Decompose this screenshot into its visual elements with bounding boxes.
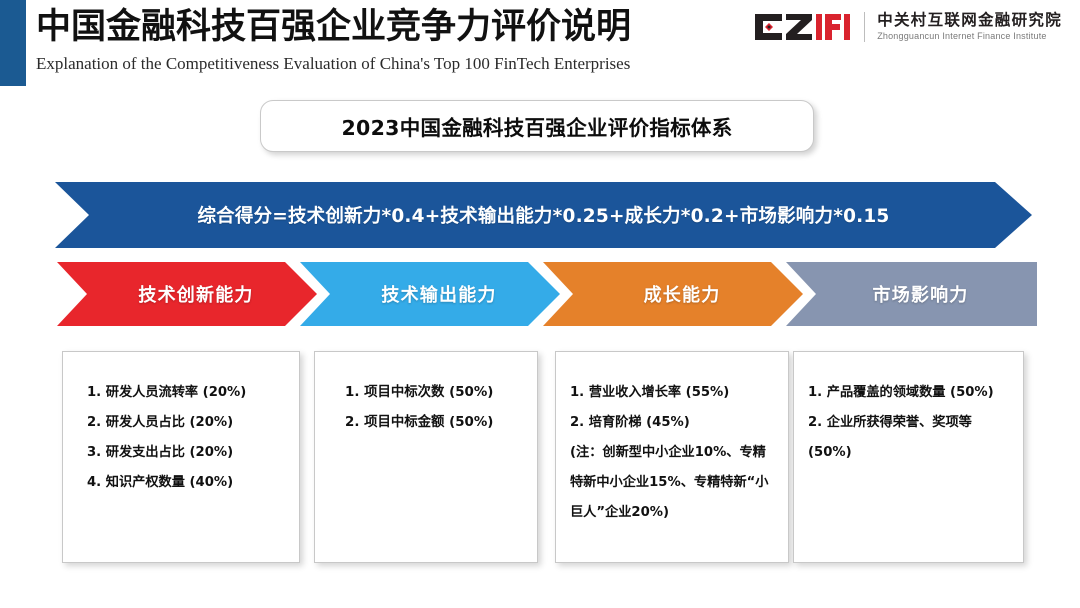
indicator-list-2: 1. 项目中标次数 (50%) 2. 项目中标金额 (50%) (345, 378, 523, 438)
chevron-label-3: 成长能力 (643, 285, 721, 306)
list-item: 1. 产品覆盖的领域数量 (50%) (808, 385, 994, 400)
chevron-technology-innovation[interactable]: 技术创新能力 (57, 262, 317, 326)
card-growth-capability-indicators: 1. 营业收入增长率 (55%) 2. 培育阶梯 (45%) (注：创新型中小企… (555, 351, 789, 563)
logo-name-en: Zhongguancun Internet Finance Institute (877, 31, 1047, 41)
card-technology-innovation-indicators: 1. 研发人员流转率 (20%) 2. 研发人员占比 (20%) 3. 研发支出… (62, 351, 300, 563)
list-item: 3. 研发支出占比 (20%) (87, 445, 234, 460)
page-header: 中国金融科技百强企业竞争力评价说明 Explanation of the Com… (36, 4, 756, 76)
index-system-title-box: 2023中国金融科技百强企业评价指标体系 (260, 100, 814, 152)
index-system-title-text: 2023中国金融科技百强企业评价指标体系 (341, 116, 733, 140)
chevron-label-4: 市场影响力 (872, 285, 969, 306)
chevron-label-2: 技术输出能力 (381, 285, 497, 306)
indicator-list-3: 1. 营业收入增长率 (55%) 2. 培育阶梯 (45%) (注：创新型中小企… (570, 378, 774, 528)
list-item: 2. 企业所获得荣誉、奖项等 (50%) (808, 415, 972, 460)
list-item: 2. 培育阶梯 (45%) (570, 415, 690, 430)
list-item: 4. 知识产权数量 (40%) (87, 475, 234, 490)
logo-divider (864, 12, 866, 42)
list-item: 2. 项目中标金额 (50%) (345, 415, 494, 430)
institute-logo: 中关村互联网金融研究院 Zhongguancun Internet Financ… (752, 12, 1062, 42)
composite-score-formula-banner: 综合得分=技术创新力*0.4+技术输出能力*0.25+成长力*0.2+市场影响力… (55, 182, 1032, 248)
chevron-shape-1 (57, 262, 317, 326)
dimension-chevron-row: 技术创新能力 技术输出能力 成长能力 市场影响力 (57, 262, 1037, 326)
chevron-technology-output[interactable]: 技术输出能力 (300, 262, 560, 326)
composite-score-formula-text: 综合得分=技术创新力*0.4+技术输出能力*0.25+成长力*0.2+市场影响力… (197, 206, 890, 227)
page-title-en: Explanation of the Competitiveness Evalu… (36, 54, 631, 73)
chevron-label-1: 技术创新能力 (138, 285, 254, 306)
chevron-shape-3 (543, 262, 803, 326)
chevron-shape-4 (786, 262, 1037, 326)
list-item: 2. 研发人员占比 (20%) (87, 415, 234, 430)
chevron-growth-capability[interactable]: 成长能力 (543, 262, 803, 326)
list-item: 1. 营业收入增长率 (55%) (570, 385, 730, 400)
logo-wordmark: 中关村互联网金融研究院 Zhongguancun Internet Financ… (877, 12, 1062, 42)
page-title-cn: 中国金融科技百强企业竞争力评价说明 (36, 6, 632, 47)
left-accent-bar (0, 0, 26, 86)
logo-name-cn: 中关村互联网金融研究院 (877, 12, 1062, 29)
card-market-influence-indicators: 1. 产品覆盖的领域数量 (50%) 2. 企业所获得荣誉、奖项等 (50%) (793, 351, 1024, 563)
card-technology-output-indicators: 1. 项目中标次数 (50%) 2. 项目中标金额 (50%) (314, 351, 538, 563)
chevron-shape-2 (300, 262, 560, 326)
list-item: 1. 项目中标次数 (50%) (345, 385, 494, 400)
formula-banner-shape (55, 182, 1032, 248)
list-item: 1. 研发人员流转率 (20%) (87, 385, 247, 400)
indicator-cards: 1. 研发人员流转率 (20%) 2. 研发人员占比 (20%) 3. 研发支出… (62, 351, 1024, 563)
indicator-list-1: 1. 研发人员流转率 (20%) 2. 研发人员占比 (20%) 3. 研发支出… (87, 378, 285, 498)
chevron-market-influence[interactable]: 市场影响力 (786, 262, 1037, 326)
czifi-logomark-icon (752, 14, 852, 40)
indicator-list-4: 1. 产品覆盖的领域数量 (50%) 2. 企业所获得荣誉、奖项等 (50%) (808, 378, 1009, 468)
list-item-note: (注：创新型中小企业10%、专精特新中小企业15%、专精特新“小巨人”企业20%… (570, 445, 769, 520)
